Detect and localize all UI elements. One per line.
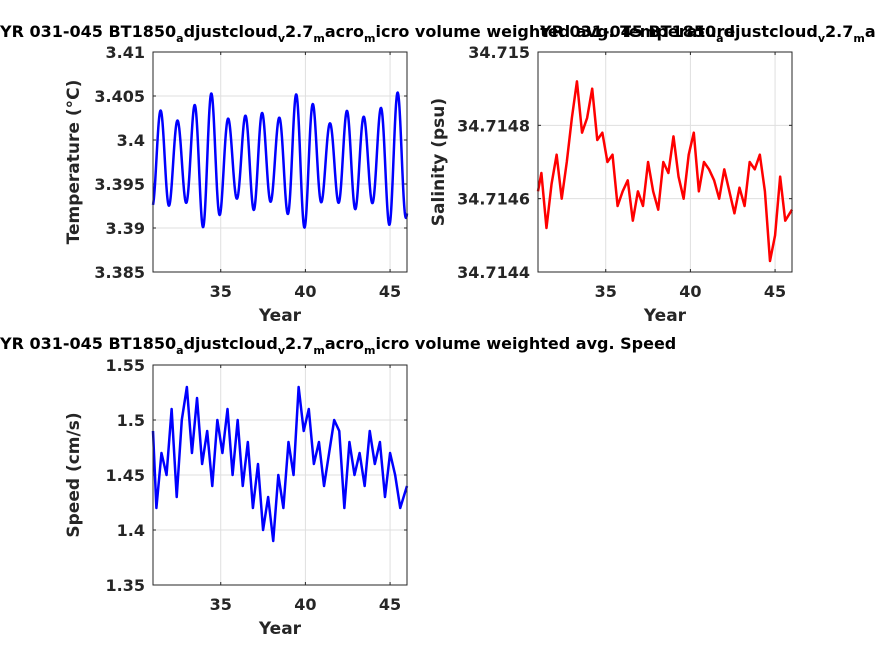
y-tick-label: 1.55 <box>106 356 145 375</box>
plot-area <box>153 52 407 272</box>
x-tick-label: 40 <box>679 282 701 301</box>
y-tick-label: 3.4 <box>117 131 145 150</box>
x-tick-label: 45 <box>379 595 401 614</box>
y-tick-label: 34.715 <box>468 43 530 62</box>
y-tick-label: 1.4 <box>117 521 145 540</box>
x-tick-label: 35 <box>595 282 617 301</box>
y-tick-label: 1.5 <box>117 411 145 430</box>
axes-frame <box>537 51 793 273</box>
y-tick-label: 3.385 <box>94 263 145 282</box>
y-tick-label: 3.405 <box>94 87 145 106</box>
temperature-chart-title: YR 031-045 BT1850adjustcloudv2.7macromic… <box>0 22 735 45</box>
y-axis-label: Temperature (°C) <box>64 80 84 245</box>
speed-chart: 35 40 45 1.35 1.4 1.45 1.5 1.55 Year Speed (cm/s)… <box>0 334 676 639</box>
speed-chart-title: YR 031-045 BT1850adjustcloudv2.7macromic… <box>0 334 676 357</box>
x-axis-label: Year <box>643 306 687 326</box>
y-tick-label: 3.395 <box>94 175 145 194</box>
x-tick-label: 45 <box>379 282 401 301</box>
y-axis-label: Salinity (psu) <box>429 98 449 226</box>
axes-frame <box>152 364 408 586</box>
x-axis-label: Year <box>258 619 302 639</box>
y-tick-label: 1.35 <box>106 576 145 595</box>
x-axis-label: Year <box>258 306 302 326</box>
x-tick-label: 35 <box>210 282 232 301</box>
temperature-series-line <box>151 91 409 229</box>
y-tick-label: 34.7146 <box>457 190 530 209</box>
y-tick-label: 1.45 <box>106 466 145 485</box>
temperature-chart: 35 40 45 3.385 3.39 3.395 3.4 3.405 3.41 Year Temp… <box>0 22 735 326</box>
salinity-series-line <box>536 80 794 263</box>
y-tick-label: 3.41 <box>106 43 145 62</box>
x-tick-label: 35 <box>210 595 232 614</box>
axes-frame <box>152 51 408 273</box>
salinity-chart: 35 40 45 34.7144 34.7146 34.7148 34.715 Year Sal… <box>429 22 875 326</box>
y-axis-label: Speed (cm/s) <box>64 412 84 537</box>
x-tick-label: 40 <box>294 595 316 614</box>
x-tick-label: 40 <box>294 282 316 301</box>
salinity-chart-title: YR 031-045 BT1850adjustcloudv2.7macromic… <box>539 22 875 45</box>
y-tick-label: 34.7148 <box>457 116 530 135</box>
y-tick-label: 34.7144 <box>457 263 530 282</box>
speed-series-line <box>151 385 409 543</box>
x-tick-label: 45 <box>764 282 786 301</box>
y-tick-label: 3.39 <box>106 219 145 238</box>
